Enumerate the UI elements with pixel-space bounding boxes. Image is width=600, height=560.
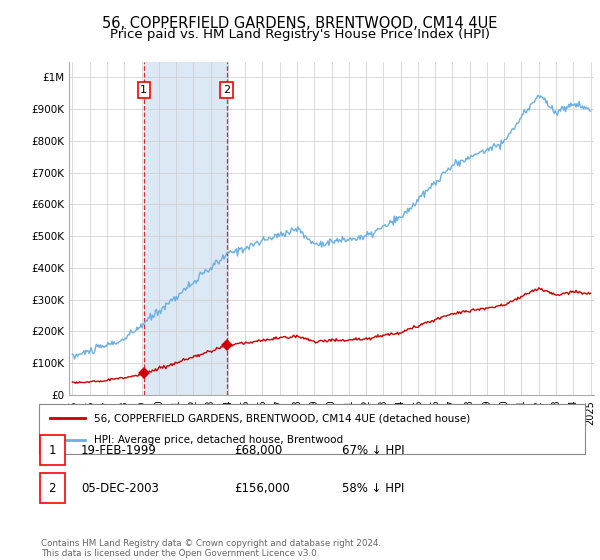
Text: 56, COPPERFIELD GARDENS, BRENTWOOD, CM14 4UE (detached house): 56, COPPERFIELD GARDENS, BRENTWOOD, CM14… <box>94 413 470 423</box>
Bar <box>144 62 227 395</box>
Text: HPI: Average price, detached house, Brentwood: HPI: Average price, detached house, Bren… <box>94 435 343 445</box>
Text: Contains HM Land Registry data © Crown copyright and database right 2024.
This d: Contains HM Land Registry data © Crown c… <box>41 539 381 558</box>
Text: £156,000: £156,000 <box>234 482 290 495</box>
Text: 58% ↓ HPI: 58% ↓ HPI <box>342 482 404 495</box>
Text: 56, COPPERFIELD GARDENS, BRENTWOOD, CM14 4UE: 56, COPPERFIELD GARDENS, BRENTWOOD, CM14… <box>103 16 497 31</box>
Text: 1: 1 <box>49 444 56 457</box>
Text: 67% ↓ HPI: 67% ↓ HPI <box>342 444 404 457</box>
Text: 2: 2 <box>49 482 56 495</box>
Text: £68,000: £68,000 <box>234 444 282 457</box>
Text: 2: 2 <box>223 85 230 95</box>
Text: Price paid vs. HM Land Registry's House Price Index (HPI): Price paid vs. HM Land Registry's House … <box>110 28 490 41</box>
Text: 05-DEC-2003: 05-DEC-2003 <box>81 482 159 495</box>
Text: 19-FEB-1999: 19-FEB-1999 <box>81 444 157 457</box>
Text: 1: 1 <box>140 85 147 95</box>
